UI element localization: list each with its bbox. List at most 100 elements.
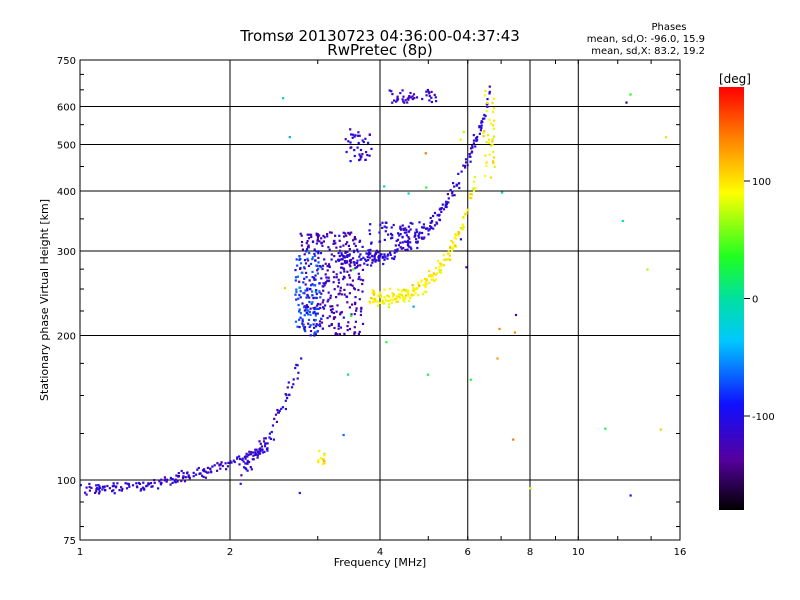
data-point (449, 258, 452, 261)
data-point (269, 437, 272, 440)
data-point (239, 482, 242, 485)
data-point (135, 482, 138, 485)
data-point (392, 298, 395, 302)
data-point (261, 451, 265, 454)
data-point (377, 251, 380, 254)
data-point (629, 494, 632, 497)
data-point (324, 304, 327, 307)
data-point (365, 151, 368, 154)
data-point (227, 461, 230, 464)
data-point (646, 268, 649, 271)
data-point (101, 488, 104, 491)
data-point (392, 295, 395, 298)
data-point (314, 274, 317, 277)
data-point (311, 283, 314, 286)
data-point (288, 393, 291, 397)
data-point (384, 256, 387, 259)
data-point (304, 289, 307, 292)
data-point (317, 307, 320, 310)
data-point (298, 255, 301, 258)
data-point (474, 137, 478, 140)
data-point (433, 211, 437, 215)
data-point (264, 437, 267, 440)
data-point (246, 462, 249, 465)
data-point (148, 483, 151, 486)
data-point (359, 148, 363, 152)
data-point (143, 488, 146, 491)
data-point (371, 297, 374, 300)
data-point (307, 244, 310, 247)
data-point (308, 300, 311, 304)
data-point (304, 262, 308, 265)
data-point (449, 246, 452, 249)
data-point (309, 324, 312, 327)
data-point (383, 238, 386, 241)
data-point (186, 471, 189, 474)
data-point (371, 261, 374, 264)
data-point (348, 274, 351, 277)
data-point (373, 255, 376, 258)
data-point (479, 126, 482, 129)
data-point (225, 468, 228, 471)
data-point (410, 294, 413, 297)
data-point (344, 262, 347, 265)
data-point (124, 482, 127, 485)
data-point (359, 253, 362, 256)
data-point (315, 296, 318, 300)
data-point (372, 293, 375, 296)
data-point (259, 450, 262, 453)
data-point (412, 289, 415, 292)
data-point (403, 240, 406, 243)
data-point (226, 465, 229, 468)
data-point (320, 266, 323, 269)
data-point (350, 133, 353, 136)
data-point (356, 259, 359, 262)
data-point (85, 493, 88, 496)
data-point (299, 290, 302, 293)
data-point (435, 266, 438, 270)
data-point (272, 438, 275, 441)
data-point (335, 296, 338, 299)
data-point (356, 248, 359, 251)
data-point (98, 485, 101, 488)
data-point (315, 264, 318, 267)
data-point (480, 121, 483, 124)
data-point (491, 138, 494, 141)
data-point (406, 248, 409, 251)
data-point (426, 227, 429, 230)
data-point (318, 320, 322, 323)
data-point (298, 286, 301, 289)
data-point (314, 332, 317, 335)
data-point (388, 89, 391, 92)
data-point (322, 306, 325, 309)
data-point (394, 244, 397, 247)
data-point (318, 240, 321, 243)
data-point (346, 255, 349, 258)
data-point (343, 235, 346, 238)
data-point (327, 298, 330, 301)
data-point (353, 332, 356, 335)
data-point (402, 288, 406, 291)
data-point (416, 281, 419, 284)
data-point (379, 296, 382, 299)
colorbar-tick-label: 100 (752, 177, 771, 188)
data-point (393, 255, 396, 258)
data-point (358, 239, 362, 242)
data-point (106, 484, 109, 488)
data-point (356, 146, 359, 149)
data-point (165, 480, 168, 483)
data-point (397, 232, 400, 235)
data-point (491, 140, 494, 143)
data-point (341, 254, 344, 257)
data-point (157, 487, 160, 490)
data-point (128, 485, 131, 488)
data-point (282, 97, 285, 100)
data-point (385, 341, 388, 344)
data-point (284, 393, 287, 396)
data-point (273, 417, 276, 420)
data-point (461, 228, 464, 231)
data-point (395, 250, 398, 253)
data-point (327, 291, 330, 294)
data-point (469, 193, 472, 196)
data-point (406, 101, 409, 104)
